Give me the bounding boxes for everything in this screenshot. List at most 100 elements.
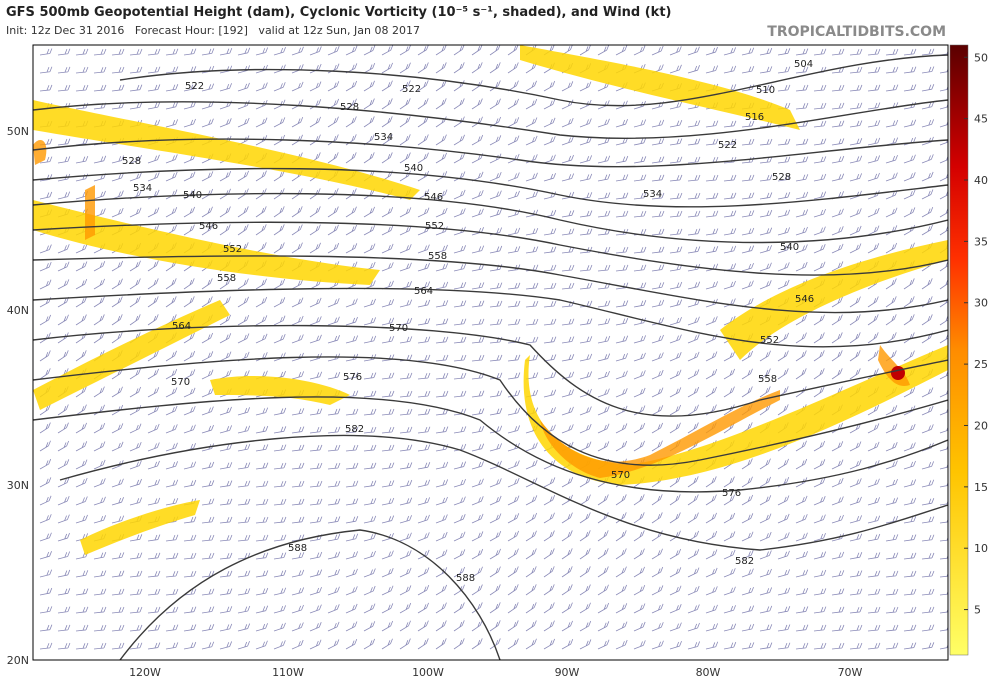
wind-barb bbox=[489, 620, 501, 632]
wind-barb bbox=[885, 296, 897, 308]
wind-barb bbox=[561, 336, 575, 344]
wind-barb bbox=[183, 479, 197, 488]
wind-barb bbox=[363, 45, 376, 56]
wind-barb bbox=[237, 170, 249, 182]
wind-barb bbox=[561, 371, 575, 380]
wind-barb bbox=[831, 314, 843, 326]
wind-barb bbox=[831, 226, 844, 236]
wind-barb bbox=[903, 278, 915, 290]
wind-barb bbox=[849, 642, 863, 650]
wind-barb bbox=[417, 567, 430, 578]
map: 522 522 528 528 528 534 534 534 540 540 … bbox=[33, 45, 948, 660]
wind-barb bbox=[435, 207, 448, 218]
wind-barb bbox=[417, 479, 431, 488]
wind-barb bbox=[147, 442, 160, 452]
wind-barb bbox=[849, 243, 862, 254]
wind-barb bbox=[111, 207, 124, 218]
wind-barb bbox=[525, 80, 537, 92]
wind-barb bbox=[705, 120, 719, 128]
wind-barb bbox=[453, 549, 466, 560]
wind-barb bbox=[525, 530, 537, 542]
wind-barb bbox=[129, 497, 143, 506]
wind-barb bbox=[759, 84, 773, 92]
wind-barb bbox=[525, 191, 538, 200]
wind-barb bbox=[867, 478, 880, 488]
wind-barb bbox=[165, 66, 179, 74]
wind-barb bbox=[237, 296, 249, 308]
wind-barb bbox=[201, 369, 214, 380]
wind-barb bbox=[309, 516, 323, 524]
wind-barb bbox=[813, 226, 826, 236]
wind-barb bbox=[381, 532, 394, 542]
wind-barb bbox=[363, 116, 375, 128]
wind-barb bbox=[813, 191, 827, 200]
wind-barb bbox=[525, 117, 538, 128]
wind-barb bbox=[75, 261, 88, 272]
wind-barb bbox=[255, 224, 267, 236]
wind-barb bbox=[507, 602, 519, 614]
wind-barb bbox=[705, 65, 719, 74]
wind-barb bbox=[219, 570, 233, 578]
wind-barb bbox=[291, 371, 305, 380]
wind-barb bbox=[147, 479, 161, 488]
wind-barb bbox=[561, 264, 575, 272]
lon-label: 70W bbox=[838, 666, 863, 679]
wind-barb bbox=[291, 639, 304, 650]
wind-barb bbox=[219, 83, 232, 92]
wind-barb bbox=[57, 191, 71, 200]
wind-barb bbox=[885, 460, 898, 470]
contour-label: 570 bbox=[389, 323, 408, 334]
wind-barb bbox=[165, 570, 179, 578]
wind-barb bbox=[597, 639, 610, 650]
wind-barb bbox=[57, 588, 71, 596]
wind-barb bbox=[147, 570, 161, 578]
wind-barb bbox=[615, 621, 628, 632]
wind-barb bbox=[129, 260, 141, 272]
wind-barb bbox=[489, 116, 502, 128]
wind-barb bbox=[615, 317, 629, 326]
wind-barb bbox=[75, 441, 88, 452]
wind-barb bbox=[615, 566, 627, 578]
wind-barb bbox=[327, 551, 341, 560]
wind-barb bbox=[489, 390, 503, 398]
wind-barb bbox=[471, 548, 484, 560]
wind-barb bbox=[471, 318, 485, 326]
wind-barb bbox=[399, 408, 413, 416]
wind-barb bbox=[777, 532, 790, 542]
wind-barb bbox=[75, 66, 89, 74]
wind-barb bbox=[651, 174, 665, 182]
wind-barb bbox=[651, 440, 663, 452]
wind-barb bbox=[417, 620, 429, 632]
wind-barb bbox=[795, 606, 809, 614]
wind-barb bbox=[525, 495, 538, 506]
wind-barb bbox=[57, 156, 71, 164]
wind-barb bbox=[255, 47, 269, 56]
wind-barb bbox=[867, 66, 881, 74]
wind-barb bbox=[921, 606, 935, 614]
wind-barb bbox=[309, 551, 323, 560]
wind-barb bbox=[561, 81, 574, 92]
wind-barb bbox=[561, 602, 573, 614]
wind-barb bbox=[417, 585, 430, 596]
wind-barb bbox=[345, 45, 358, 56]
wind-barb bbox=[219, 406, 232, 416]
wind-barb bbox=[705, 494, 717, 506]
wind-barb bbox=[651, 299, 665, 308]
wind-barb bbox=[93, 190, 106, 200]
wind-barb bbox=[669, 192, 683, 200]
wind-barb bbox=[75, 278, 88, 290]
wind-barb bbox=[57, 459, 70, 470]
wind-barb bbox=[309, 224, 321, 236]
wind-barb bbox=[867, 350, 879, 362]
wind-barb bbox=[543, 530, 555, 542]
wind-barb bbox=[147, 642, 161, 650]
wind-barb bbox=[525, 638, 537, 650]
wind-barb bbox=[435, 496, 448, 506]
wind-barb bbox=[291, 408, 305, 416]
colorbar-tick-label: 50 bbox=[974, 51, 988, 64]
wind-barb bbox=[885, 588, 899, 596]
wind-barb bbox=[471, 408, 485, 416]
wind-barb bbox=[75, 350, 87, 362]
wind-barb bbox=[219, 314, 231, 326]
contour-label: 546 bbox=[795, 294, 814, 305]
